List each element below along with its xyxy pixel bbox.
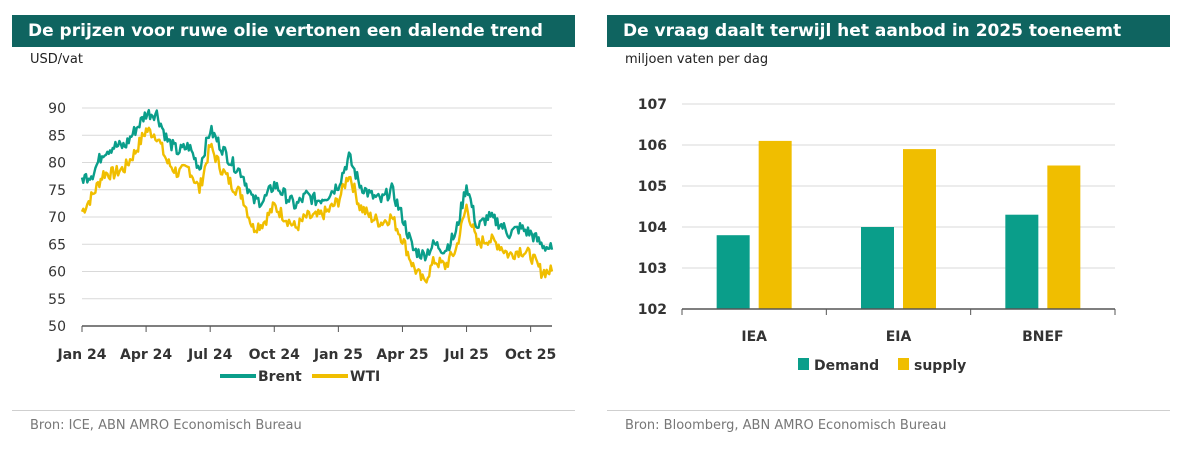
right-chart-title: De vraag daalt terwijl het aanbod in 202… (607, 15, 1170, 47)
line-x-tick-label: Apr 24 (120, 347, 172, 363)
left-chart-title: De prijzen voor ruwe olie vertonen een d… (12, 15, 575, 47)
bar-chart-x-axis (681, 308, 1116, 315)
left-footer-rule (12, 410, 575, 411)
legend-swatch-demand (798, 358, 809, 370)
line-series-brent (80, 108, 554, 262)
right-unit-label: miljoen vaten per dag (625, 52, 769, 67)
line-series-wti (80, 126, 554, 284)
bar-demand-eia (861, 227, 894, 309)
bar-chart-y-ticks: 102 103 104 105 106 107 (638, 97, 667, 318)
line-x-tick-label: Jul 24 (187, 347, 233, 363)
left-unit-label: USD/vat (30, 52, 83, 67)
line-chart-x-ticks: Jan 24 Apr 24 Jul 24 Oct 24 Jan 25 Apr 25 Jul … (57, 326, 556, 363)
right-footer-rule (607, 410, 1170, 411)
line-y-tick-label: 75 (48, 183, 66, 199)
line-y-tick-label: 90 (48, 101, 66, 117)
legend-label-brent: Brent (258, 369, 302, 385)
legend-swatch-supply (898, 358, 909, 370)
line-x-tick-label: Oct 25 (505, 347, 556, 363)
bar-x-tick-label: EIA (886, 329, 912, 345)
line-y-tick-label: 55 (48, 292, 66, 308)
bar-y-tick-label: 103 (638, 261, 667, 277)
line-x-tick-label: Apr 25 (376, 347, 428, 363)
bar-chart-bars (716, 140, 1081, 309)
line-chart: 50 55 60 65 70 75 80 85 90 Jan 24 Apr 24 Jul 24 Oct… (48, 101, 556, 385)
line-x-tick-label: Jan 24 (57, 347, 107, 363)
line-y-tick-label: 60 (48, 265, 66, 281)
bar-supply-bnef (1047, 165, 1081, 309)
bar-supply-eia (903, 149, 936, 309)
bar-chart-x-ticks: IEA EIA BNEF (741, 309, 1064, 345)
bar-chart-legend: Demand supply (798, 358, 966, 374)
bar-y-tick-label: 106 (638, 138, 667, 154)
line-y-tick-label: 85 (48, 128, 66, 144)
legend-label-wti: WTI (350, 369, 380, 385)
bar-supply-iea (758, 140, 792, 309)
bar-demand-iea (716, 235, 750, 309)
line-y-tick-label: 65 (48, 237, 66, 253)
line-x-tick-label: Oct 24 (249, 347, 301, 363)
bar-y-tick-label: 104 (638, 220, 667, 236)
left-source: Bron: ICE, ABN AMRO Economisch Bureau (30, 418, 302, 433)
line-chart-y-ticks: 50 55 60 65 70 75 80 85 90 (48, 101, 66, 335)
line-y-tick-label: 80 (48, 156, 66, 172)
line-x-tick-label: Jan 25 (313, 347, 363, 363)
bar-x-tick-label: BNEF (1022, 329, 1064, 345)
line-x-tick-label: Jul 25 (443, 347, 488, 363)
bar-y-tick-label: 102 (638, 302, 667, 318)
bar-chart-gridlines (682, 103, 1115, 269)
bar-y-tick-label: 107 (638, 97, 667, 113)
legend-label-demand: Demand (814, 358, 879, 374)
line-chart-gridlines (82, 107, 552, 300)
line-y-tick-label: 50 (48, 319, 66, 335)
legend-label-supply: supply (914, 358, 966, 374)
bar-demand-bnef (1005, 214, 1039, 309)
line-chart-series (80, 108, 554, 284)
line-chart-legend: Brent WTI (220, 369, 380, 385)
line-y-tick-label: 70 (48, 210, 66, 226)
bar-y-tick-label: 105 (638, 179, 667, 195)
bar-chart: 102 103 104 105 106 107 IEA EIA BNEF Demand supp… (638, 97, 1116, 374)
bar-x-tick-label: IEA (741, 329, 767, 345)
right-source: Bron: Bloomberg, ABN AMRO Economisch Bur… (625, 418, 947, 433)
